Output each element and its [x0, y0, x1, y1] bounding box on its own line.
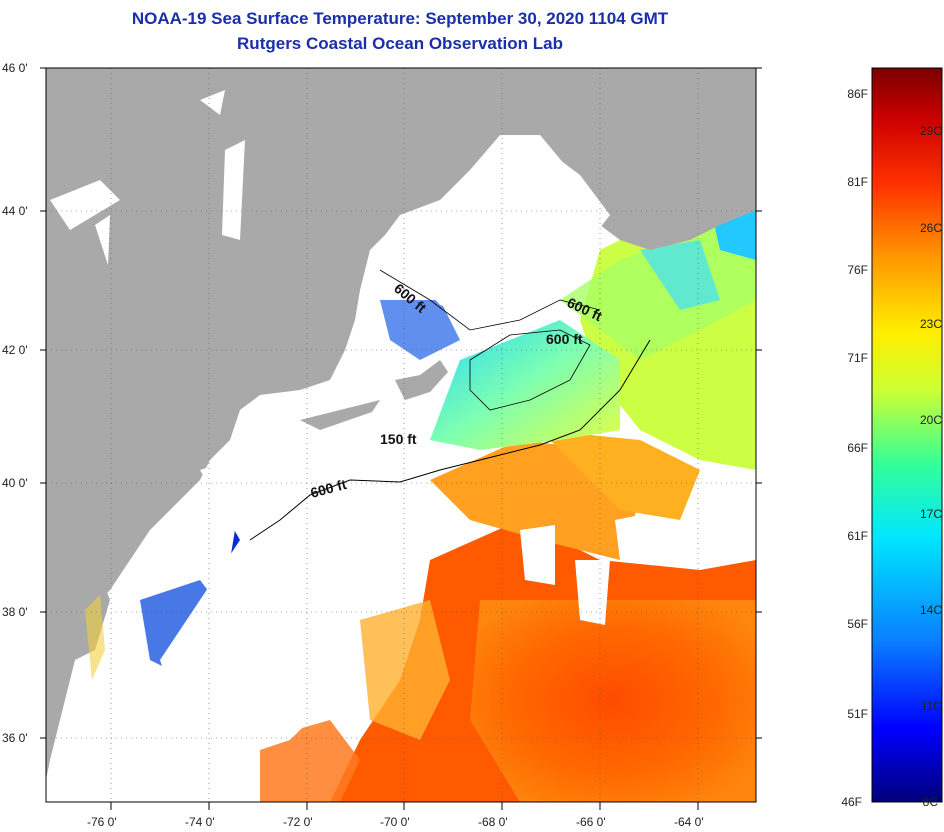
map-title: NOAA-19 Sea Surface Temperature: Septemb…	[131, 9, 669, 28]
map-frame	[45, 67, 757, 803]
lat-tick-36: 36 0'	[2, 731, 28, 745]
lat-tick-42: 42 0'	[2, 343, 28, 357]
colorbar-f-81: 81F	[847, 175, 868, 189]
colorbar-c-26: 26C	[920, 221, 942, 235]
colorbar-f-66: 66F	[847, 441, 868, 455]
colorbar-f-56: 56F	[847, 617, 868, 631]
lon-tick-66: -66 0'	[576, 815, 606, 829]
lon-tick-68: -68 0'	[478, 815, 508, 829]
lon-tick-70: -70 0'	[380, 815, 410, 829]
colorbar-c-11: 11C	[921, 699, 942, 713]
lat-tick-40: 40 0'	[2, 476, 28, 490]
colorbar-c-14: 14C	[920, 603, 942, 617]
colorbar-f-46: 46F	[841, 795, 862, 809]
contour-label-150ft: 150 ft	[380, 431, 417, 447]
colorbar-c-23: 23C	[920, 317, 942, 331]
land-mass	[46, 68, 756, 780]
map-tick-marks	[40, 67, 762, 810]
colorbar-f-61: 61F	[847, 529, 868, 543]
cape-cod	[395, 360, 448, 400]
gulf-of-maine-cloud	[400, 145, 610, 320]
graticule	[46, 68, 756, 802]
contour-600ft	[249, 339, 651, 541]
colorbar-f-86: 86F	[847, 87, 868, 101]
lon-tick-74: -74 0'	[185, 815, 215, 829]
georges-bank-water	[430, 320, 620, 450]
colorbar-f-76: 76F	[847, 263, 868, 277]
lat-tick-44: 44 0'	[2, 204, 28, 218]
lon-tick-72: -72 0'	[283, 815, 313, 829]
sst-map-area	[46, 68, 756, 802]
long-island	[300, 400, 380, 430]
colorbar-c-20: 20C	[920, 413, 942, 427]
lon-tick-76: -76 0'	[87, 815, 117, 829]
georges-bank-contour	[469, 329, 591, 411]
temperature-colorbar	[871, 67, 943, 803]
contour-label-600ft-3: 600 ft	[546, 331, 583, 347]
colorbar-f-71: 71F	[847, 351, 868, 365]
lat-tick-46: 46 0'	[2, 61, 28, 75]
nova-scotia	[595, 140, 756, 250]
colorbar-c-17: 17C	[920, 507, 942, 521]
mid-atlantic-cloud	[160, 420, 420, 760]
colorbar-f-51: 51F	[847, 707, 868, 721]
map-subtitle: Rutgers Coastal Ocean Observation Lab	[237, 34, 563, 53]
colorbar-c-8: 8C	[923, 795, 939, 809]
lon-tick-64: -64 0'	[674, 815, 704, 829]
lat-tick-38: 38 0'	[2, 605, 28, 619]
colorbar-c-29: 29C	[920, 124, 942, 138]
